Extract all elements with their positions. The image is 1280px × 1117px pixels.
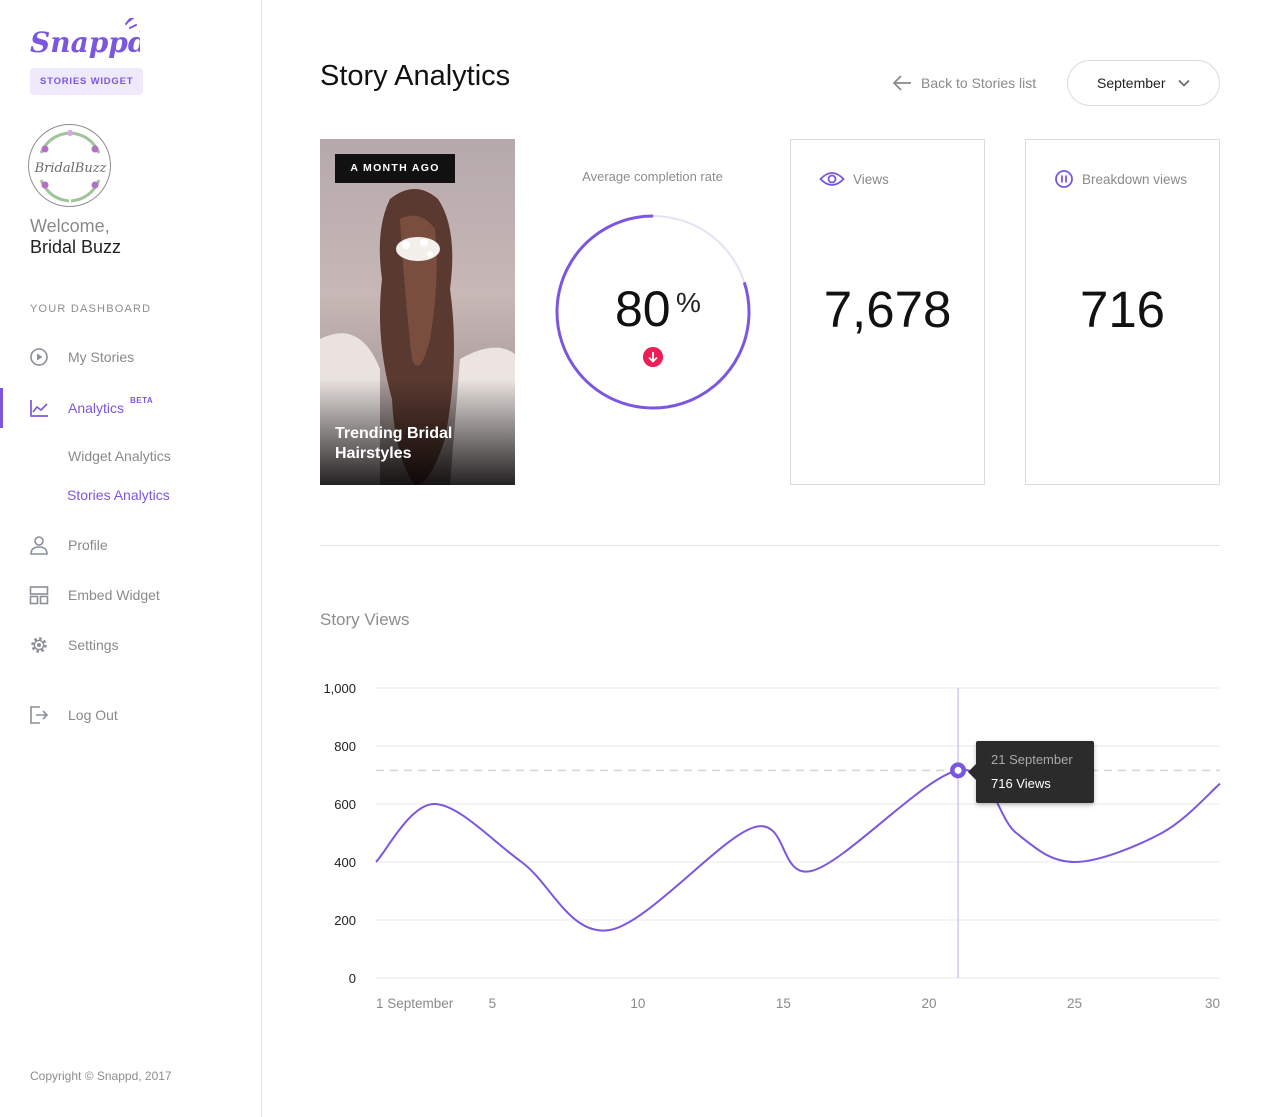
x-tick-label: 15: [776, 996, 791, 1011]
sidebar-item-profile[interactable]: Profile: [0, 525, 261, 565]
y-tick-label: 0: [349, 971, 356, 986]
sidebar-item-my-stories[interactable]: My Stories: [0, 337, 261, 377]
x-tick-label: 5: [489, 996, 497, 1011]
svg-text:BridalBuzz: BridalBuzz: [34, 161, 107, 176]
user-name: Bridal Buzz: [30, 237, 122, 257]
sidebar-item-analytics[interactable]: Analytics BETA: [0, 388, 261, 428]
sidebar-item-label: Embed Widget: [68, 587, 160, 603]
sidebar-item-label: Log Out: [68, 707, 118, 723]
breakdown-views-label: Breakdown views: [1082, 171, 1188, 187]
sidebar-item-label: Analytics: [68, 400, 125, 416]
completion-rate-panel: Average completion rate 80 %: [545, 139, 760, 485]
views-label: Views: [853, 171, 889, 187]
completion-rate-unit: %: [676, 287, 701, 318]
completion-rate-value: 80: [615, 281, 671, 337]
x-tick-label: 20: [921, 996, 936, 1011]
logout-icon: [30, 706, 49, 724]
views-value: 7,678: [823, 281, 952, 338]
dashboard-section-label: YOUR DASHBOARD: [30, 303, 152, 315]
chevron-down-icon: [1178, 79, 1190, 87]
gear-icon: [31, 637, 47, 653]
sidebar-item-log-out[interactable]: Log Out: [0, 695, 261, 735]
sidebar: Snappd STORIES WIDGET BridalBuzz Welcome…: [0, 0, 262, 1117]
views-series-line: [375, 769, 1221, 932]
highlight-point-center: [954, 766, 962, 774]
arrow-left-icon: [892, 75, 911, 91]
layout-icon: [29, 586, 49, 605]
back-link-label: Back to Stories list: [921, 75, 1037, 91]
tooltip-date: 21 September: [991, 752, 1073, 767]
x-tick-label: 10: [630, 996, 645, 1011]
sidebar-item-label: Profile: [68, 537, 108, 553]
chart-tooltip: 21 September 716 Views: [968, 741, 1094, 803]
trend-down-icon: [643, 347, 663, 367]
sidebar-item-label: Settings: [68, 637, 119, 653]
pause-circle-icon: [1055, 170, 1073, 188]
sidebar-subitem-stories-analytics[interactable]: Stories Analytics: [67, 487, 170, 503]
y-tick-label: 800: [334, 739, 356, 754]
story-age-tag: A MONTH AGO: [335, 154, 455, 183]
story-card[interactable]: A MONTH AGO Trending Bridal Hairstyles: [320, 139, 515, 485]
sidebar-item-label: My Stories: [68, 349, 135, 365]
x-tick-label: 1 September: [376, 996, 454, 1011]
story-title: Trending Bridal Hairstyles: [335, 425, 453, 462]
play-circle-icon: [30, 348, 48, 366]
x-tick-label: 25: [1067, 996, 1082, 1011]
completion-rate-label: Average completion rate: [582, 169, 723, 184]
y-tick-label: 600: [334, 797, 356, 812]
eye-icon: [819, 172, 845, 186]
y-tick-label: 200: [334, 913, 356, 928]
section-divider: [320, 545, 1220, 546]
story-views-chart[interactable]: 0 200 400 600 800 1,000 1 September 5 10 15 20 25 30: [310, 670, 1230, 1030]
beta-badge: BETA: [130, 396, 154, 405]
y-tick-label: 1,000: [323, 681, 356, 696]
user-icon: [30, 536, 48, 555]
sidebar-subitem-widget-analytics[interactable]: Widget Analytics: [68, 448, 171, 464]
tooltip-value: 716 Views: [991, 776, 1051, 791]
svg-text:Snappd: Snappd: [30, 26, 140, 59]
y-tick-label: 400: [334, 855, 356, 870]
sidebar-item-embed-widget[interactable]: Embed Widget: [0, 575, 261, 615]
chart-title: Story Views: [320, 610, 410, 629]
x-tick-label: 30: [1205, 996, 1220, 1011]
views-card: Views 7,678: [790, 139, 985, 485]
breakdown-views-card: Breakdown views 716: [1025, 139, 1220, 485]
back-to-stories-link[interactable]: Back to Stories list: [891, 72, 1036, 94]
month-select[interactable]: September: [1067, 60, 1220, 106]
story-thumbnail: [320, 139, 515, 485]
month-select-value: September: [1097, 75, 1166, 91]
stories-widget-badge: STORIES WIDGET: [30, 68, 144, 95]
snappd-logo[interactable]: Snappd: [30, 18, 140, 62]
avatar[interactable]: BridalBuzz: [28, 124, 111, 207]
sidebar-item-settings[interactable]: Settings: [0, 625, 261, 665]
active-indicator: [0, 388, 3, 428]
completion-ring-arc: [555, 214, 751, 410]
breakdown-views-value: 716: [1079, 281, 1166, 338]
line-chart-icon: [30, 400, 48, 417]
copyright: Copyright © Snappd, 2017: [30, 1069, 172, 1083]
completion-ring: [555, 214, 751, 410]
page-title: Story Analytics: [320, 60, 511, 92]
welcome-text: Welcome,: [30, 216, 110, 236]
